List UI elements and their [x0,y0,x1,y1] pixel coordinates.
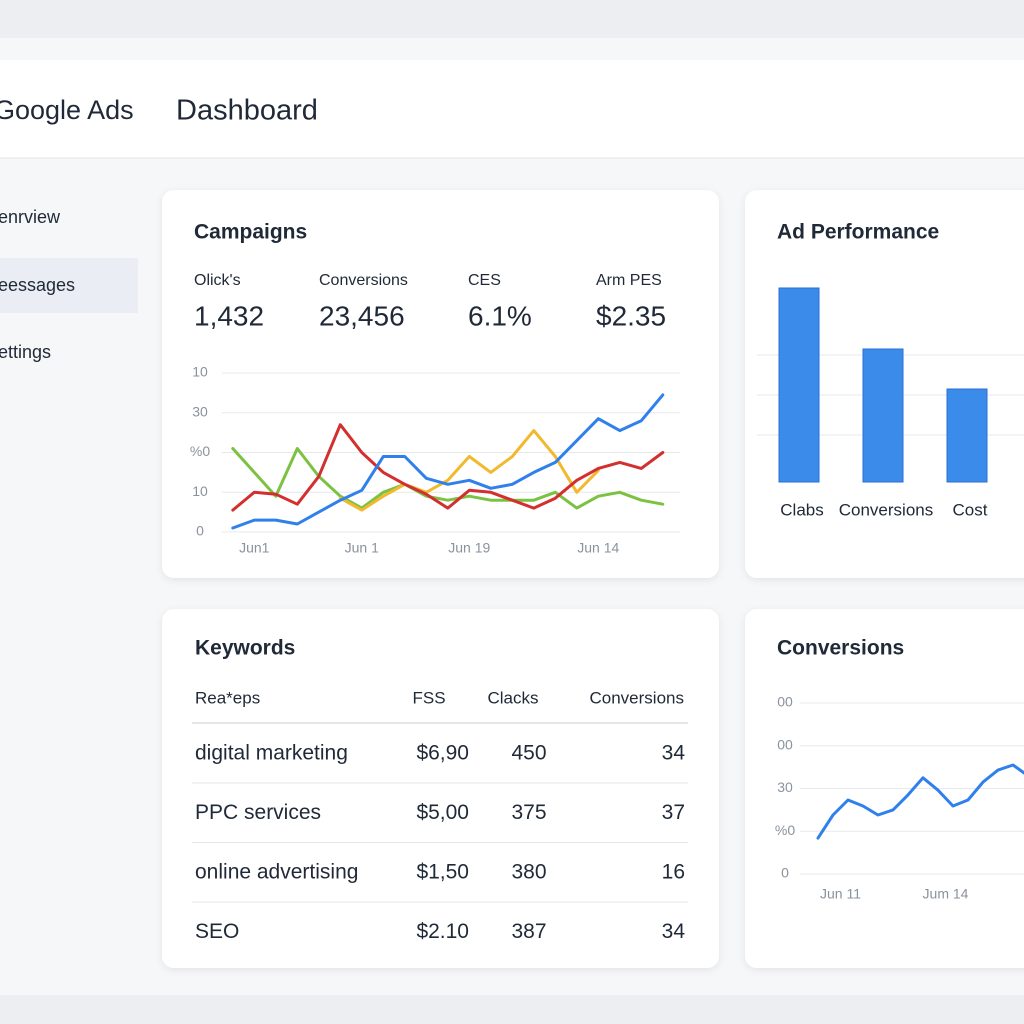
column-header: Rea*eps [195,688,260,707]
series-line [338,429,600,512]
column-header: FSS [412,688,445,707]
y-tick-label: 10 [192,483,208,499]
card-title: Campaigns [194,221,307,244]
table-cell: 34 [662,742,686,765]
y-tick-label: 0 [196,523,204,539]
sidebar-item[interactable]: enrview [0,207,61,227]
card-title: Conversions [777,637,904,660]
metric-value: 6.1% [468,300,532,331]
series-line [231,423,665,512]
bar [862,348,904,483]
metric-label: Conversions [319,272,408,289]
table-cell: 16 [662,861,685,884]
top-bar [0,60,1024,158]
x-tick-label: Clabs [780,500,823,519]
x-tick-label: Jun 1 [345,540,379,556]
series-line [816,763,1024,840]
metric-value: $2.35 [596,300,666,331]
column-header: Clacks [487,688,538,707]
metric-label: Olick's [194,272,241,289]
y-tick-label: 30 [192,403,208,419]
sidebar-item[interactable]: ettings [0,342,51,362]
sidebar-item[interactable]: eessages [0,275,75,295]
page-title: Dashboard [176,95,318,127]
y-tick-label: 10 [192,364,208,380]
bar [778,287,820,483]
sidebar: enrview eessages ettings [0,207,138,362]
y-tick-label: 30 [777,779,793,795]
card-title: Keywords [195,637,295,660]
card [162,609,719,968]
metric-label: CES [468,272,501,289]
y-tick-label: 00 [777,694,793,710]
series-line [231,447,665,510]
table-cell: $1,50 [416,861,469,884]
metric-label: Arm PES [596,272,662,289]
table-cell: 34 [662,920,686,943]
column-header: Conversions [590,688,685,707]
x-tick-label: Jum 14 [923,886,969,902]
bar [946,388,988,483]
x-tick-label: Jun1 [239,540,270,556]
series-line [231,393,665,530]
card [162,190,719,578]
table-cell: $5,00 [416,801,469,824]
logo[interactable]: Google Ads [0,95,134,125]
table-cell: 37 [662,801,685,824]
table-cell: 375 [511,801,546,824]
sidebar-active-bg [0,258,138,313]
y-tick-label: %0 [190,443,210,459]
x-tick-label: Jun 14 [577,540,619,556]
x-tick-label: Jun 11 [820,886,861,902]
table-cell: $6,90 [416,742,469,765]
y-tick-label: %0 [775,822,795,838]
table-cell: $2.10 [416,920,469,943]
metric-value: 23,456 [319,300,405,331]
table-cell: PPC services [195,801,321,824]
table-cell: digital marketing [195,742,348,765]
x-tick-label: Cost [953,500,988,519]
y-tick-label: 00 [777,736,793,752]
x-tick-label: Conversions [839,500,934,519]
y-tick-label: 0 [781,865,789,881]
table-cell: 380 [511,861,546,884]
table-cell: SEO [195,920,239,943]
table-cell: 387 [511,920,546,943]
card-title: Ad Performance [777,221,939,244]
x-tick-label: Jun 19 [448,540,490,556]
table-cell: online advertising [195,861,358,884]
table-cell: 450 [511,742,546,765]
metric-value: 1,432 [194,300,264,331]
